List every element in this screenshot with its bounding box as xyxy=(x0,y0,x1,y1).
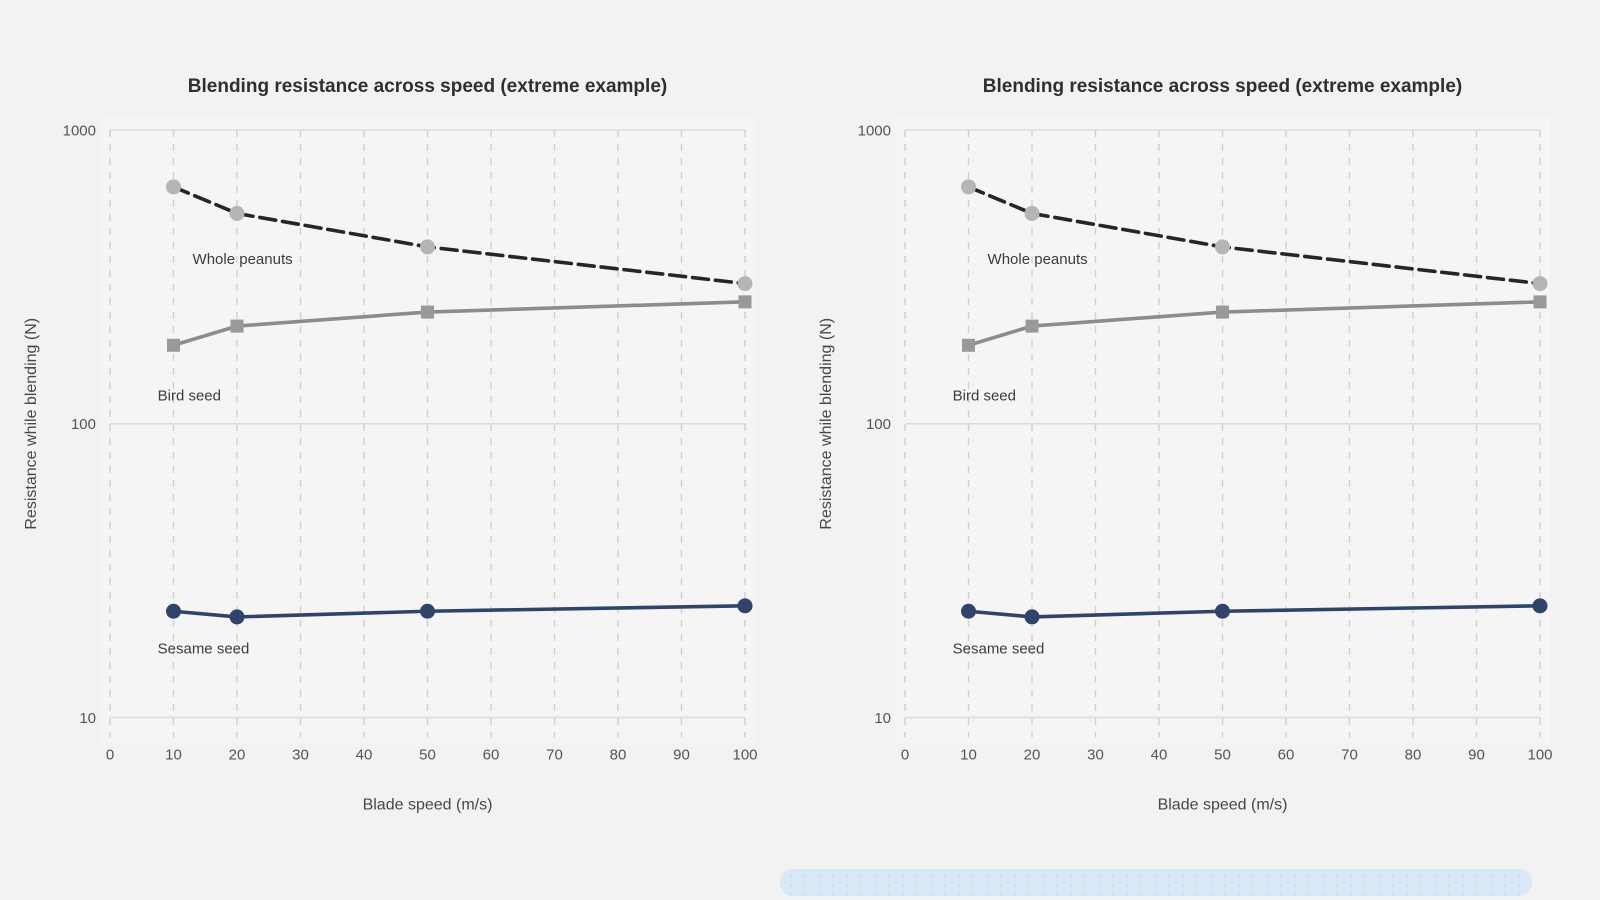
marker-whole-peanuts xyxy=(166,179,181,195)
marker-whole-peanuts xyxy=(961,179,976,195)
y-tick-label: 100 xyxy=(71,416,96,433)
x-axis-label: Blade speed (m/s) xyxy=(1158,797,1288,814)
x-tick-label: 10 xyxy=(960,747,977,764)
marker-sesame-seed xyxy=(420,603,435,619)
x-tick-label: 50 xyxy=(1214,747,1231,764)
x-tick-label: 60 xyxy=(1278,747,1295,764)
series-annotation-sesame-seed: Sesame seed xyxy=(158,641,250,658)
y-tick-label: 100 xyxy=(866,416,891,433)
marker-bird-seed xyxy=(421,305,434,319)
marker-bird-seed xyxy=(1533,295,1547,309)
series-annotation-sesame-seed: Sesame seed xyxy=(953,641,1045,658)
marker-whole-peanuts xyxy=(1024,205,1040,221)
chart-title: Blending resistance across speed (extrem… xyxy=(188,76,667,97)
x-tick-label: 40 xyxy=(1151,747,1168,764)
x-tick-label: 100 xyxy=(1527,747,1552,764)
marker-sesame-seed xyxy=(737,598,753,614)
x-tick-label: 90 xyxy=(1468,747,1485,764)
marker-bird-seed xyxy=(1216,305,1229,319)
series-line-bird-seed xyxy=(966,300,1542,348)
y-tick-label: 1000 xyxy=(858,122,891,139)
x-tick-label: 40 xyxy=(356,747,373,764)
marker-sesame-seed xyxy=(1215,603,1230,619)
marker-sesame-seed xyxy=(1532,598,1548,614)
marker-sesame-seed xyxy=(961,603,976,619)
marker-sesame-seed xyxy=(1024,609,1040,625)
marker-whole-peanuts xyxy=(1532,276,1548,292)
marker-bird-seed xyxy=(167,338,180,352)
chart-left: 10 100 1000 0 10 20 30 40 50 60 70 80 90 100 Whole pea… xyxy=(23,76,758,814)
series-annotation-bird-seed: Bird seed xyxy=(158,387,221,404)
marker-bird-seed xyxy=(738,295,752,309)
x-tick-label: 80 xyxy=(1405,747,1422,764)
chart-title: Blending resistance across speed (extrem… xyxy=(983,76,1462,97)
y-axis-label: Resistance while blending (N) xyxy=(23,318,40,530)
marker-whole-peanuts xyxy=(420,239,435,255)
x-axis-label: Blade speed (m/s) xyxy=(363,797,493,814)
marker-bird-seed xyxy=(962,338,975,352)
x-tick-label: 0 xyxy=(901,747,909,764)
series-line-bird-seed xyxy=(171,300,747,348)
x-tick-label: 100 xyxy=(732,747,757,764)
chart-panel-left: 10 100 1000 0 10 20 30 40 50 60 70 80 90 100 Whole pea… xyxy=(0,0,800,860)
x-tick-label: 30 xyxy=(292,747,309,764)
x-tick-label: 0 xyxy=(106,747,114,764)
y-tick-label: 10 xyxy=(79,710,96,727)
series-line-sesame-seed xyxy=(966,604,1542,619)
x-tick-label: 70 xyxy=(1341,747,1358,764)
series-annotation-whole-peanuts: Whole peanuts xyxy=(988,251,1088,268)
horizontal-scrollbar[interactable] xyxy=(780,869,1532,896)
series-annotation-whole-peanuts: Whole peanuts xyxy=(193,251,293,268)
series-line-whole-peanuts xyxy=(966,185,1542,286)
y-tick-label: 1000 xyxy=(63,122,96,139)
chart-right: 10 100 1000 0 10 20 30 40 50 60 70 80 90 100 Whole pea… xyxy=(818,76,1553,814)
x-tick-label: 50 xyxy=(419,747,436,764)
x-tick-label: 70 xyxy=(546,747,563,764)
x-tick-label: 80 xyxy=(610,747,627,764)
x-tick-label: 60 xyxy=(483,747,500,764)
marker-bird-seed xyxy=(230,319,244,333)
x-tick-label: 20 xyxy=(229,747,246,764)
marker-whole-peanuts xyxy=(737,276,753,292)
x-tick-label: 20 xyxy=(1024,747,1041,764)
series-annotation-bird-seed: Bird seed xyxy=(953,387,1016,404)
x-tick-label: 10 xyxy=(165,747,182,764)
y-tick-label: 10 xyxy=(874,710,891,727)
marker-whole-peanuts xyxy=(1215,239,1230,255)
series-line-whole-peanuts xyxy=(171,185,747,286)
y-axis-label: Resistance while blending (N) xyxy=(818,318,835,530)
series-line-sesame-seed xyxy=(171,604,747,619)
x-tick-label: 90 xyxy=(673,747,690,764)
marker-sesame-seed xyxy=(229,609,245,625)
chart-panel-right: 10 100 1000 0 10 20 30 40 50 60 70 80 90 100 Whole pea… xyxy=(795,0,1595,860)
marker-bird-seed xyxy=(1025,319,1039,333)
marker-sesame-seed xyxy=(166,603,181,619)
marker-whole-peanuts xyxy=(229,205,245,221)
x-tick-label: 30 xyxy=(1087,747,1104,764)
